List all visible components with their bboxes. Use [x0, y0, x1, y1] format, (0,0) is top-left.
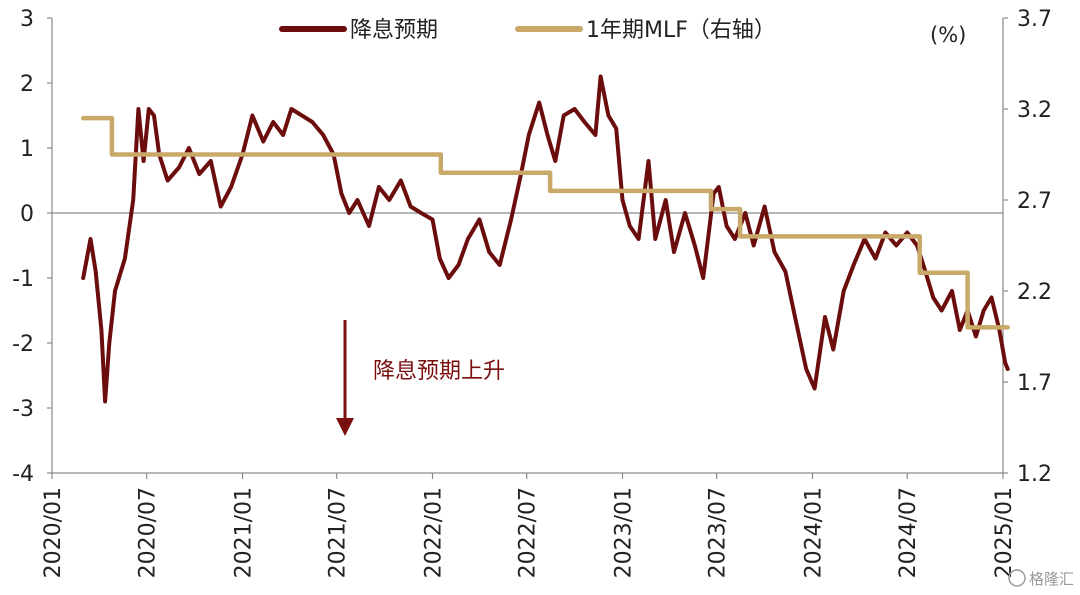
left-tick-label: 3: [20, 7, 34, 32]
x-tick-label: 2022/07: [516, 487, 541, 578]
right-tick-label: 2.2: [1017, 280, 1052, 305]
watermark-text: 格隆汇: [1029, 570, 1074, 588]
annotation: 降息预期上升: [336, 320, 505, 436]
left-tick-label: -3: [12, 397, 34, 422]
legend-label-rate-cut-expectation: 降息预期: [350, 18, 438, 43]
x-tick-label: 2023/01: [611, 487, 636, 578]
left-tick-label: 1: [20, 137, 34, 162]
x-tick-label: 2022/01: [422, 487, 447, 578]
left-tick-label: -1: [12, 267, 34, 292]
right-tick-label: 3.7: [1017, 7, 1052, 32]
series-line-mlf-1y: [80, 115, 1010, 330]
right-tick-label: 1.7: [1017, 371, 1052, 396]
x-tick-label: 2023/07: [706, 487, 731, 578]
unit-label: (%): [930, 23, 966, 47]
annotation-label: 降息预期上升: [373, 359, 505, 384]
watermark-logo-icon: [1008, 569, 1026, 587]
series-layer: [80, 74, 1010, 404]
x-tick-label: 2021/01: [232, 487, 257, 578]
x-tick-label: 2024/07: [896, 487, 921, 578]
x-tick-label: 2024/01: [801, 487, 826, 578]
left-tick-label: 0: [20, 202, 34, 227]
x-tick-label: 2021/07: [326, 487, 351, 578]
right-tick-label: 3.2: [1017, 98, 1052, 123]
legend-label-mlf-1y: 1年期MLF（右轴）: [586, 18, 776, 43]
right-tick-label: 2.7: [1017, 189, 1052, 214]
right-tick-label: 1.2: [1017, 462, 1052, 487]
left-tick-label: 2: [20, 72, 34, 97]
annotation-arrow-head: [336, 418, 354, 436]
left-tick-label: -4: [12, 462, 34, 487]
watermark: 格隆汇: [1008, 569, 1074, 588]
axes: -4 -3 -2 -1 0 1 2 3 1.2 1.7 2.2 2.7 3.2 3.7 2020/01 202…: [12, 7, 1052, 578]
left-tick-label: -2: [12, 332, 34, 357]
x-tick-label: 2020/01: [41, 487, 66, 578]
x-tick-label: 2025/01: [992, 487, 1017, 578]
x-tick-label: 2020/07: [136, 487, 161, 578]
legend: 降息预期 1年期MLF（右轴）: [279, 18, 776, 43]
series-line-rate-cut-expectation: [81, 74, 1010, 404]
